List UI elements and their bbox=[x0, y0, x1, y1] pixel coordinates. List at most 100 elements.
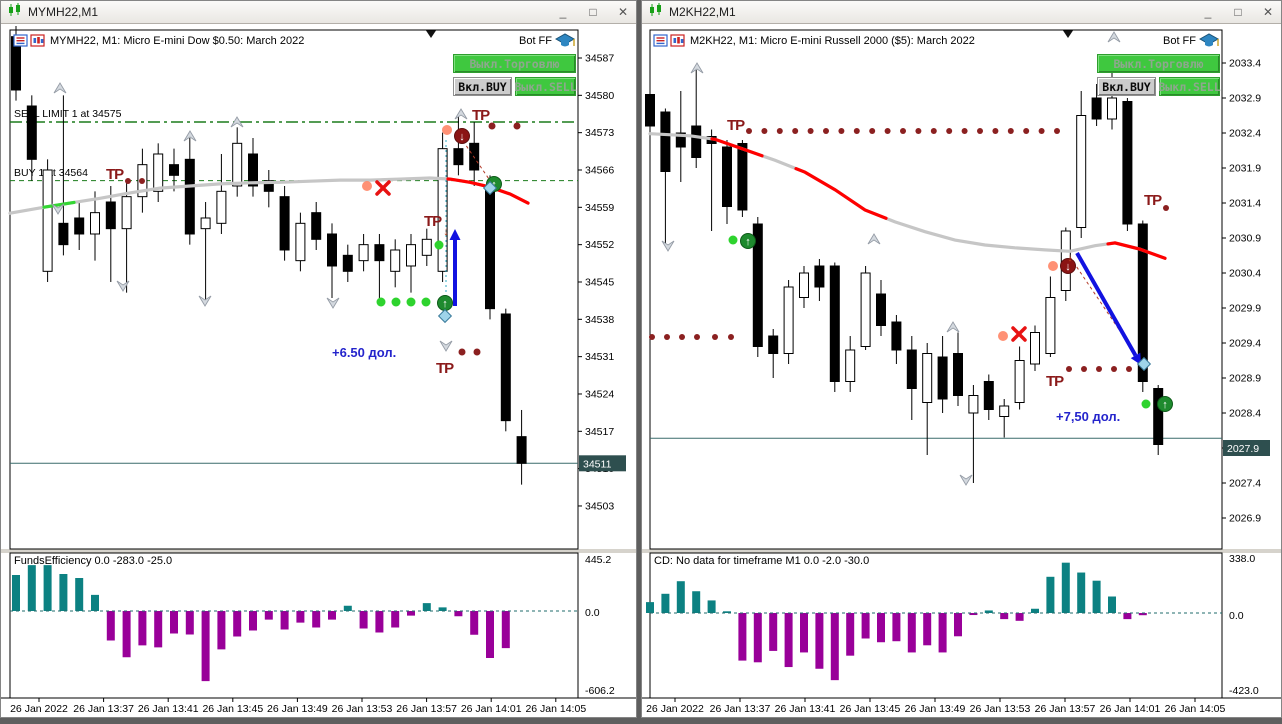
current-price-box: 34511 bbox=[579, 455, 626, 472]
minimize-button[interactable]: _ bbox=[1204, 5, 1212, 19]
svg-text:2032.9: 2032.9 bbox=[1229, 93, 1261, 105]
svg-text:2026.9: 2026.9 bbox=[1229, 513, 1261, 525]
bot-label: Bot FF bbox=[1163, 35, 1196, 47]
chart-window-mymh22: MYMH22,M1 _ □ ✕ 34587 34580 34573 34566 3455… bbox=[0, 0, 637, 718]
buy-toggle-button[interactable]: Вкл.BUY bbox=[1097, 77, 1156, 96]
trade-toggle-button[interactable]: Выкл.Торговлю bbox=[1097, 54, 1220, 73]
trade-dashed-line bbox=[462, 140, 492, 183]
fractal-up-icon bbox=[867, 233, 881, 245]
current-bar-marker bbox=[1063, 30, 1073, 38]
journal-icon[interactable] bbox=[13, 34, 28, 47]
fractal-down-icon bbox=[326, 297, 340, 309]
window-candles-icon bbox=[648, 2, 663, 22]
svg-text:2031.4: 2031.4 bbox=[1229, 198, 1261, 210]
svg-text:26 Jan 14:05: 26 Jan 14:05 bbox=[1165, 703, 1226, 715]
svg-text:26 Jan 14:01: 26 Jan 14:01 bbox=[1100, 703, 1161, 715]
buy-toggle-button[interactable]: Вкл.BUY bbox=[453, 77, 512, 96]
svg-text:2028.9: 2028.9 bbox=[1229, 373, 1261, 385]
maximize-button[interactable]: □ bbox=[1234, 5, 1242, 19]
time-axis[interactable]: 26 Jan 2022 26 Jan 13:37 26 Jan 13:41 26 Ja… bbox=[642, 697, 1281, 715]
buy-entry-icon: ↑ bbox=[1157, 396, 1173, 412]
svg-text:34566: 34566 bbox=[585, 164, 614, 176]
graduation-cap-icon[interactable] bbox=[554, 33, 576, 47]
maximize-button[interactable]: □ bbox=[589, 5, 597, 19]
fractal-up-icon bbox=[690, 62, 704, 74]
fractal-down-icon bbox=[198, 295, 212, 307]
svg-text:26 Jan 14:01: 26 Jan 14:01 bbox=[461, 703, 522, 715]
tp-label: TP bbox=[1144, 192, 1162, 209]
mini-arrow-icon: ↓ bbox=[1067, 252, 1073, 264]
time-axis[interactable]: 26 Jan 2022 26 Jan 13:37 26 Jan 13:41 26 Ja… bbox=[1, 697, 636, 715]
signal-green-dot bbox=[1141, 399, 1151, 409]
svg-text:-423.0: -423.0 bbox=[1229, 685, 1259, 697]
journal-icon[interactable] bbox=[653, 34, 668, 47]
svg-text:26 Jan 13:49: 26 Jan 13:49 bbox=[905, 703, 966, 715]
svg-text:0.0: 0.0 bbox=[1229, 610, 1244, 622]
trade-markers: ↑ ↓↓ ↑ bbox=[661, 31, 1173, 486]
svg-text:445.2: 445.2 bbox=[585, 554, 611, 566]
svg-text:26 Jan 13:41: 26 Jan 13:41 bbox=[775, 703, 836, 715]
chart-header: M2KH22, M1: Micro E-mini Russell 2000 ($… bbox=[653, 33, 1220, 47]
fractal-up-icon bbox=[946, 321, 960, 333]
buy-entry-icon: ↑ bbox=[437, 295, 453, 311]
sell-entry-icon: ↓ bbox=[1060, 258, 1076, 274]
svg-text:26 Jan 13:45: 26 Jan 13:45 bbox=[840, 703, 901, 715]
indicator-plot-frame bbox=[9, 552, 579, 699]
mini-chart-icon[interactable] bbox=[670, 34, 685, 47]
fractal-down-icon bbox=[51, 203, 65, 215]
svg-text:34573: 34573 bbox=[585, 127, 614, 139]
profit-label: +7,50 дол. bbox=[1056, 409, 1120, 424]
indicator-plot-frame bbox=[649, 552, 1223, 699]
sell-entry-icon: ↓ bbox=[454, 128, 470, 144]
indicator-pane: FundsEfficiency 0.0 -283.0 -25.0 445.2 0.0… bbox=[10, 554, 615, 697]
fractal-up-icon bbox=[454, 108, 468, 120]
fractal-up-icon bbox=[1107, 31, 1121, 43]
window-titlebar[interactable]: MYMH22,M1 _ □ ✕ bbox=[1, 1, 636, 24]
tp-label: TP bbox=[472, 107, 490, 124]
window-title: MYMH22,M1 bbox=[28, 5, 99, 19]
svg-text:2030.9: 2030.9 bbox=[1229, 233, 1261, 245]
svg-text:34517: 34517 bbox=[585, 426, 614, 438]
minimize-button[interactable]: _ bbox=[559, 5, 567, 19]
position-diamond-icon bbox=[437, 308, 453, 324]
buy-entry-icon: ↑ bbox=[740, 233, 756, 249]
fractal-up-icon bbox=[183, 130, 197, 142]
symbol-title: MYMH22, M1: Micro E-mini Dow $0.50: Marc… bbox=[50, 35, 304, 47]
window-candles-icon bbox=[7, 2, 22, 22]
close-button[interactable]: ✕ bbox=[1262, 5, 1274, 19]
position-diamond-icon bbox=[1136, 356, 1152, 372]
window-title: M2KH22,M1 bbox=[669, 5, 736, 19]
window-titlebar[interactable]: M2KH22,M1 _ □ ✕ bbox=[642, 1, 1281, 24]
sell-toggle-button[interactable]: Выкл.SELL bbox=[514, 77, 577, 96]
symbol-title: M2KH22, M1: Micro E-mini Russell 2000 ($… bbox=[690, 35, 975, 47]
sell-toggle-button[interactable]: Выкл.SELL bbox=[1158, 77, 1221, 96]
svg-text:2029.4: 2029.4 bbox=[1229, 338, 1261, 350]
main-plot-frame bbox=[9, 29, 579, 550]
tp-label: TP bbox=[424, 213, 442, 230]
indicator-title: FundsEfficiency 0.0 -283.0 -25.0 bbox=[14, 555, 172, 567]
svg-text:2031.9: 2031.9 bbox=[1229, 163, 1261, 175]
tp-label: TP bbox=[436, 360, 454, 377]
svg-text:338.0: 338.0 bbox=[1229, 553, 1255, 565]
svg-text:26 Jan 13:57: 26 Jan 13:57 bbox=[396, 703, 457, 715]
graduation-cap-icon[interactable] bbox=[1198, 33, 1220, 47]
svg-text:26 Jan 13:37: 26 Jan 13:37 bbox=[73, 703, 134, 715]
svg-text:34524: 34524 bbox=[585, 388, 614, 400]
signal-green-dot bbox=[434, 240, 444, 250]
svg-text:34552: 34552 bbox=[585, 239, 614, 251]
svg-text:26 Jan 13:37: 26 Jan 13:37 bbox=[710, 703, 771, 715]
mini-chart-icon[interactable] bbox=[30, 34, 45, 47]
svg-text:-606.2: -606.2 bbox=[585, 685, 615, 697]
chart-canvas: 34587 34580 34573 34566 34559 34552 34545 34538… bbox=[1, 24, 636, 717]
main-plot-frame bbox=[649, 29, 1223, 550]
trade-toggle-button[interactable]: Выкл.Торговлю bbox=[453, 54, 576, 73]
fractal-down-icon bbox=[439, 340, 453, 352]
chart-window-m2kh22: M2KH22,M1 _ □ ✕ 2033.4 2032.9 2032.4 2031.9… bbox=[641, 0, 1282, 718]
svg-text:2029.9: 2029.9 bbox=[1229, 303, 1261, 315]
current-price-box: 2027.9 bbox=[1223, 440, 1270, 456]
tp-label: TP bbox=[1046, 373, 1064, 390]
close-button[interactable]: ✕ bbox=[617, 5, 629, 19]
svg-text:↑: ↑ bbox=[1162, 399, 1168, 411]
cancel-x-icon bbox=[1011, 326, 1027, 342]
svg-text:2027.9: 2027.9 bbox=[1227, 443, 1259, 455]
